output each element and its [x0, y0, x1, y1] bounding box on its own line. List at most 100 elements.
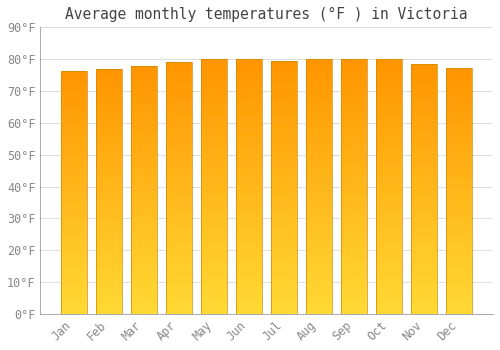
- Bar: [446, 148, 472, 151]
- Bar: [131, 174, 157, 177]
- Bar: [61, 274, 87, 278]
- Bar: [376, 298, 402, 301]
- Bar: [376, 145, 402, 148]
- Bar: [236, 205, 262, 209]
- Bar: [166, 128, 192, 132]
- Bar: [236, 132, 262, 135]
- Bar: [446, 268, 472, 271]
- Bar: [411, 195, 438, 198]
- Bar: [166, 163, 192, 166]
- Bar: [271, 257, 297, 260]
- Bar: [166, 122, 192, 125]
- Bar: [96, 204, 122, 207]
- Bar: [376, 218, 402, 222]
- Bar: [201, 119, 228, 122]
- Bar: [271, 131, 297, 134]
- Title: Average monthly temperatures (°F ) in Victoria: Average monthly temperatures (°F ) in Vi…: [66, 7, 468, 22]
- Bar: [306, 202, 332, 205]
- Bar: [341, 250, 367, 253]
- Bar: [376, 174, 402, 177]
- Bar: [446, 203, 472, 206]
- Bar: [341, 282, 367, 285]
- Bar: [201, 269, 228, 272]
- Bar: [61, 229, 87, 232]
- Bar: [271, 147, 297, 150]
- Bar: [131, 116, 157, 119]
- Bar: [271, 156, 297, 159]
- Bar: [376, 276, 402, 279]
- Bar: [446, 154, 472, 157]
- Bar: [376, 91, 402, 95]
- Bar: [131, 227, 157, 230]
- Bar: [61, 195, 87, 198]
- Bar: [96, 277, 122, 280]
- Bar: [201, 142, 228, 145]
- Bar: [341, 113, 367, 116]
- Bar: [166, 138, 192, 141]
- Bar: [96, 167, 122, 170]
- Bar: [61, 271, 87, 274]
- Bar: [61, 183, 87, 186]
- Bar: [96, 234, 122, 237]
- Bar: [236, 65, 262, 69]
- Bar: [411, 270, 438, 273]
- Bar: [201, 222, 228, 225]
- Bar: [131, 140, 157, 143]
- Bar: [166, 144, 192, 147]
- Bar: [166, 182, 192, 185]
- Bar: [446, 68, 472, 71]
- Bar: [446, 280, 472, 283]
- Bar: [341, 260, 367, 263]
- Bar: [376, 285, 402, 288]
- Bar: [131, 72, 157, 75]
- Bar: [271, 118, 297, 121]
- Bar: [96, 106, 122, 109]
- Bar: [376, 75, 402, 78]
- Bar: [201, 257, 228, 260]
- Bar: [166, 308, 192, 311]
- Bar: [306, 222, 332, 225]
- Bar: [96, 82, 122, 85]
- Bar: [341, 308, 367, 311]
- Bar: [96, 72, 122, 76]
- Bar: [201, 177, 228, 180]
- Bar: [306, 117, 332, 120]
- Bar: [166, 204, 192, 207]
- Bar: [271, 178, 297, 181]
- Bar: [306, 273, 332, 276]
- Bar: [376, 209, 402, 212]
- Bar: [271, 191, 297, 194]
- Bar: [411, 170, 438, 173]
- Bar: [376, 63, 402, 66]
- Bar: [166, 113, 192, 116]
- Bar: [166, 135, 192, 138]
- Bar: [61, 208, 87, 211]
- Bar: [341, 199, 367, 202]
- Bar: [446, 271, 472, 274]
- Bar: [271, 286, 297, 289]
- Bar: [236, 212, 262, 215]
- Bar: [446, 90, 472, 93]
- Bar: [446, 133, 472, 136]
- Bar: [411, 145, 438, 148]
- Bar: [96, 131, 122, 133]
- Bar: [306, 132, 332, 135]
- Bar: [306, 301, 332, 304]
- Bar: [131, 295, 157, 299]
- Bar: [166, 103, 192, 106]
- Bar: [271, 172, 297, 175]
- Bar: [306, 65, 332, 69]
- Bar: [376, 85, 402, 88]
- Bar: [61, 71, 87, 74]
- Bar: [201, 292, 228, 295]
- Bar: [376, 282, 402, 285]
- Bar: [341, 58, 367, 314]
- Bar: [201, 135, 228, 139]
- Bar: [341, 167, 367, 170]
- Bar: [96, 109, 122, 112]
- Bar: [131, 119, 157, 122]
- Bar: [411, 98, 438, 101]
- Bar: [236, 199, 262, 202]
- Bar: [166, 75, 192, 78]
- Bar: [271, 150, 297, 153]
